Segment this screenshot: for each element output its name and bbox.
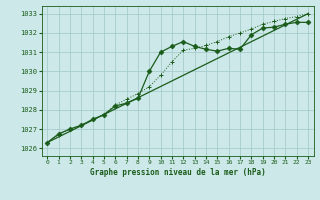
X-axis label: Graphe pression niveau de la mer (hPa): Graphe pression niveau de la mer (hPa) [90, 168, 266, 177]
